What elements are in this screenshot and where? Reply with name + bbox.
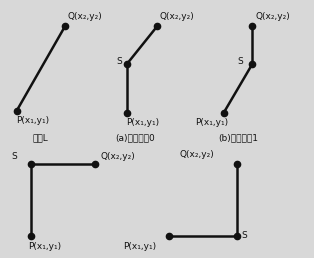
Text: (c)连接方式2: (c)连接方式2 [50, 257, 89, 258]
Text: Q(x₂,y₂): Q(x₂,y₂) [255, 12, 290, 21]
Text: (d)连接方式3: (d)连接方式3 [190, 257, 230, 258]
Text: S: S [12, 152, 18, 162]
Text: P(x₁,y₁): P(x₁,y₁) [16, 116, 49, 125]
Text: (b)连接方式1: (b)连接方式1 [219, 134, 259, 143]
Text: P(x₁,y₁): P(x₁,y₁) [29, 242, 62, 251]
Text: P(x₁,y₁): P(x₁,y₁) [195, 118, 228, 127]
Text: S: S [116, 58, 122, 66]
Text: P(x₁,y₁): P(x₁,y₁) [126, 118, 159, 127]
Text: P(x₁,y₁): P(x₁,y₁) [123, 242, 156, 251]
Text: S: S [237, 58, 243, 66]
Text: 线段L: 线段L [33, 134, 49, 143]
Text: (a)连接方式0: (a)连接方式0 [115, 134, 155, 143]
Text: S: S [241, 231, 247, 240]
Text: Q(x₂,y₂): Q(x₂,y₂) [68, 12, 102, 21]
Text: Q(x₂,y₂): Q(x₂,y₂) [160, 12, 195, 21]
Text: Q(x₂,y₂): Q(x₂,y₂) [179, 150, 214, 159]
Text: Q(x₂,y₂): Q(x₂,y₂) [100, 152, 135, 162]
